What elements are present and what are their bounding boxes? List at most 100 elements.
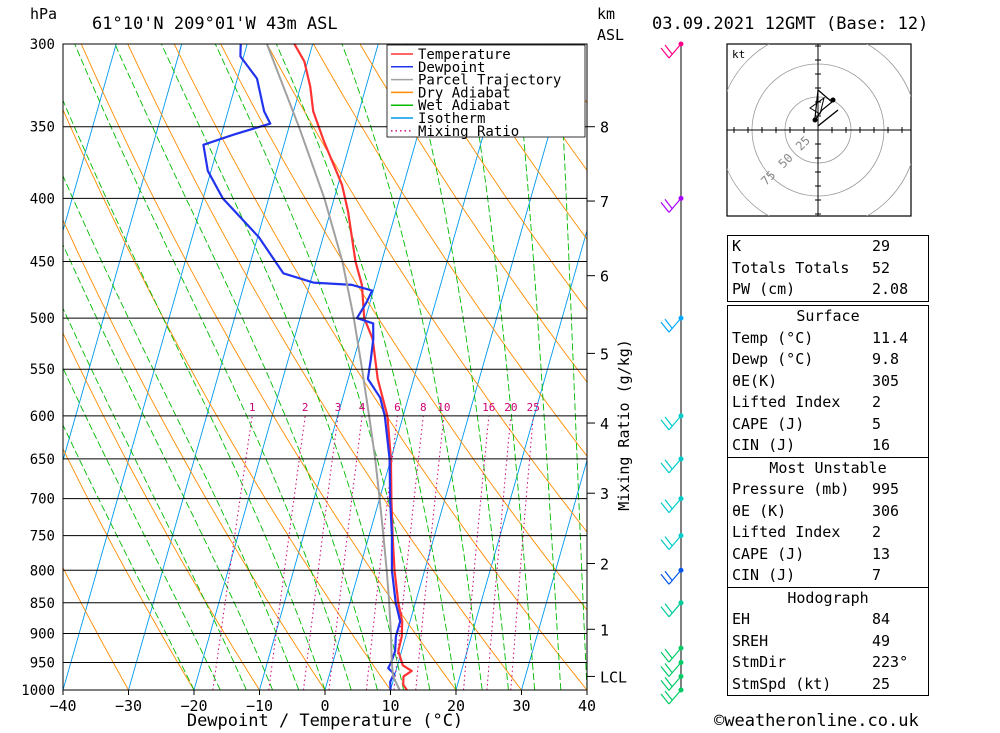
- mixing-ratio-label: 3: [335, 401, 342, 414]
- surface-label: CAPE (J): [732, 414, 805, 433]
- hodograph-unit: kt: [732, 48, 745, 61]
- pressure-tick-label: 850: [30, 596, 55, 612]
- isotherm-line: [521, 458, 587, 690]
- credit-text: ©weatheronline.co.uk: [714, 711, 919, 731]
- wind-barb: [660, 197, 682, 213]
- isotherm-line: [390, 44, 576, 690]
- height-tick-label: LCL: [600, 668, 627, 686]
- height-tick-label: 3: [600, 485, 609, 503]
- dry-adiabat-line: [266, 44, 587, 533]
- wet-adiabat-line: [214, 44, 431, 690]
- legend-label: Dewpoint: [418, 60, 485, 76]
- most-unstable-row: θE (K) 306: [728, 501, 928, 523]
- mixing-ratio-line: [303, 415, 339, 690]
- dry-adiabat-line: [406, 44, 587, 311]
- most-unstable-label: Lifted Index: [732, 523, 841, 541]
- mixing-ratio-label: 4: [359, 401, 366, 414]
- wind-barb: [660, 317, 682, 333]
- x-tick-label: −10: [246, 697, 273, 715]
- surface-row: Temp (°C) 11.4: [728, 328, 928, 350]
- hodograph-value: 25: [872, 674, 891, 693]
- index-label: K: [732, 237, 742, 255]
- surface-row: CIN (J) 16: [728, 435, 928, 457]
- x-tick-label: 30: [512, 697, 530, 715]
- mixing-ratio-label: 1: [249, 401, 256, 414]
- height-unit-label-asl: ASL: [597, 26, 624, 44]
- height-tick-label: 5: [600, 345, 609, 363]
- mixing-ratio-line: [415, 415, 445, 690]
- wet-adiabat-line: [341, 44, 483, 690]
- mixing-ratio-line: [268, 415, 306, 690]
- height-tick-label: 2: [600, 556, 609, 574]
- most-unstable-label: CAPE (J): [732, 544, 805, 563]
- index-label: Totals Totals: [732, 258, 850, 277]
- height-unit-label: km: [597, 5, 615, 23]
- wet-adiabat-line: [160, 44, 405, 690]
- pressure-tick-label: 650: [30, 452, 55, 468]
- hodograph-row: SREH 49: [728, 631, 928, 653]
- hodograph-label: EH: [732, 610, 751, 628]
- surface-value: 16: [872, 436, 891, 454]
- index-value: 29: [872, 237, 891, 255]
- x-tick-label: −30: [115, 697, 142, 715]
- most-unstable-value: 306: [872, 501, 900, 520]
- wind-barb: [660, 535, 682, 551]
- legend-label: Mixing Ratio: [418, 124, 519, 140]
- surface-label: Dewp (°C): [732, 350, 814, 368]
- legend-label: Parcel Trajectory: [418, 73, 561, 89]
- surface-value: 5: [872, 414, 882, 433]
- wind-barb: [660, 602, 682, 618]
- wet-adiabat-line: [514, 44, 562, 690]
- hodograph-label: SREH: [732, 631, 769, 650]
- dry-adiabat-line: [173, 44, 587, 690]
- pressure-tick-label: 600: [30, 409, 55, 425]
- surface-value: 305: [872, 371, 900, 390]
- hodograph-row: StmSpd (kt) 25: [728, 674, 928, 696]
- mixing-ratio-line: [463, 415, 490, 690]
- pressure-tick-label: 300: [30, 37, 55, 53]
- pressure-tick-label: 700: [30, 492, 55, 508]
- pressure-tick-label: 450: [30, 255, 55, 271]
- most-unstable-label: Pressure (mb): [732, 480, 850, 498]
- hodograph-label: StmSpd (kt): [732, 674, 832, 693]
- index-label: PW (cm): [732, 280, 796, 298]
- most-unstable-row: Pressure (mb) 995: [728, 479, 928, 501]
- legend-label: Dry Adiabat: [418, 85, 511, 101]
- series-line-dewpoint: [202, 44, 402, 690]
- x-tick-label: 10: [381, 697, 399, 715]
- surface-value: 11.4: [872, 328, 909, 347]
- mixing-ratio-line: [486, 415, 512, 690]
- wind-barb: [660, 43, 682, 59]
- background-lines: [63, 44, 587, 690]
- location-title: 61°10'N 209°01'W 43m ASL: [92, 14, 338, 34]
- x-tick-label: −20: [180, 697, 207, 715]
- mixing-ratio-labels: 1 2 3 4 6 8 10 16 20 25: [249, 401, 540, 414]
- wind-barb: [660, 458, 682, 474]
- pressure-tick-label: 900: [30, 627, 55, 643]
- wet-adiabat-line: [63, 367, 221, 690]
- most-unstable-value: 995: [872, 480, 900, 498]
- mixing-ratio-label: 2: [302, 401, 309, 414]
- most-unstable-row: Lifted Index 2: [728, 522, 928, 544]
- x-tick-label: −40: [49, 697, 76, 715]
- hodograph-title: Hodograph: [728, 586, 928, 610]
- index-value: 2.08: [872, 280, 909, 298]
- pressure-tick-label: 1000: [21, 683, 55, 699]
- dry-adiabat-line: [313, 44, 587, 457]
- pressure-tick-label: 350: [30, 120, 55, 136]
- wind-barb: [660, 415, 682, 431]
- mixing-ratio-line: [393, 415, 424, 690]
- height-tick-label: 8: [600, 119, 609, 137]
- x-tick-label: 0: [320, 697, 329, 715]
- dry-adiabat-line: [359, 44, 587, 383]
- wind-barb: [660, 498, 682, 514]
- hodograph-storm-motion: [809, 96, 825, 115]
- most-unstable-title: Most Unstable: [728, 456, 928, 480]
- mixing-ratio-label: 10: [437, 401, 450, 414]
- most-unstable-value: 7: [872, 566, 882, 584]
- isotherm-line: [63, 44, 117, 233]
- mixing-ratio-line: [212, 415, 253, 690]
- hodograph-marker: [812, 117, 818, 123]
